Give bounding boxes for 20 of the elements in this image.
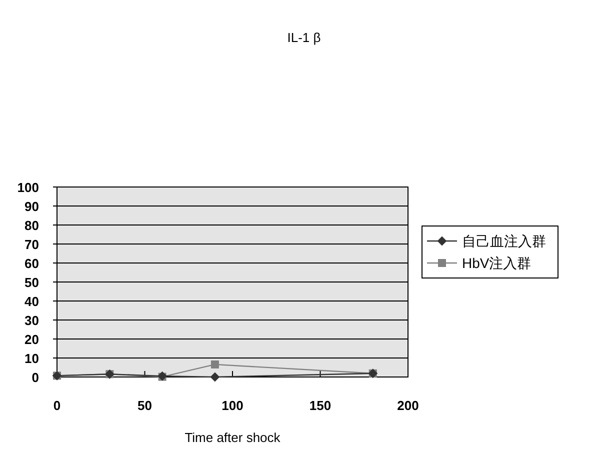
y-tick-label: 70 [24,237,39,252]
legend-label: HbV注入群 [462,255,532,271]
legend-label: 自己血注入群 [462,233,546,249]
x-tick-label: 100 [222,398,244,413]
y-tick-label: 20 [24,332,39,347]
y-tick-label: 10 [24,351,39,366]
y-tick-label: 60 [24,256,39,271]
x-tick-label: 50 [138,398,152,413]
y-tick-label: 40 [24,294,39,309]
x-tick-label: 200 [397,398,419,413]
x-tick-label: 0 [53,398,61,413]
y-tick-label: 80 [24,218,39,233]
y-tick-label: 50 [24,275,39,290]
y-tick-label: 0 [32,370,39,385]
y-tick-label: 100 [17,180,39,195]
chart-title: IL-1 β [287,30,321,45]
x-axis-title: Time after shock [184,430,281,445]
y-tick-label: 30 [24,313,39,328]
x-tick-label: 150 [309,398,332,413]
y-tick-label: 90 [24,199,39,214]
